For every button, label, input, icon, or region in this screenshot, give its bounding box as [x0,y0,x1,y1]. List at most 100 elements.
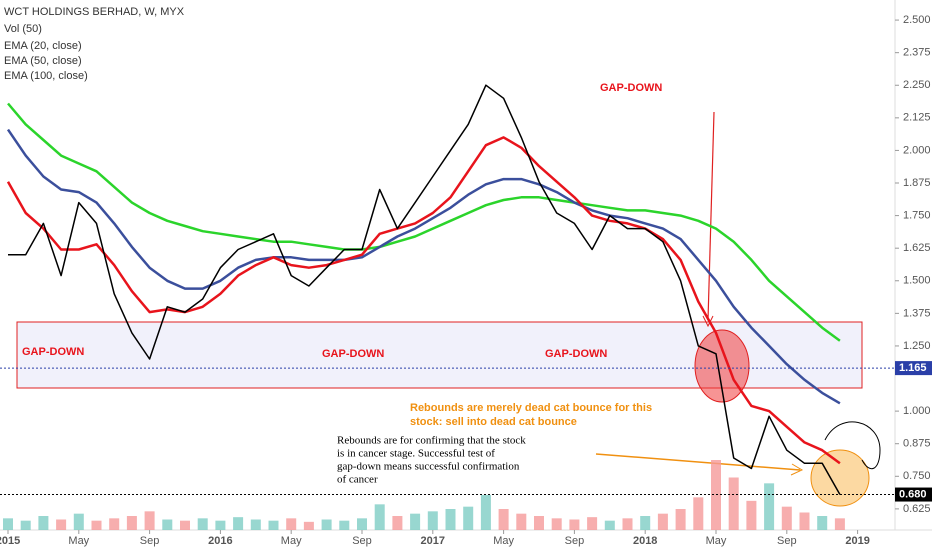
note-orange: stock: sell into dead cat bounce [410,416,577,428]
volume-bar [781,506,792,530]
volume-bar [215,520,226,530]
y-tick-label: 0.750 [903,470,931,482]
volume-bar [657,513,668,530]
volume-bar [498,509,509,530]
sketch-curve [824,421,881,470]
y-tick-label: 2.125 [903,112,931,124]
arrow [595,453,801,471]
note-black: Rebounds are for confirming that the sto… [337,435,526,447]
x-tick-label: May [281,535,302,547]
y-tick-label: 1.625 [903,242,931,254]
volume-bar [693,497,704,530]
ema-line [6,136,841,465]
volume-bar [516,513,527,530]
note-black: gap-down means successful confirmation [337,461,520,473]
x-tick-label: 2018 [633,535,657,547]
y-tick-label: 0.625 [903,503,931,515]
volume-bar [197,518,208,530]
y-tick-label: 1.875 [903,177,931,189]
volume-bar [339,520,350,530]
legend-entry: EMA (100, close) [4,70,88,82]
volume-bar [56,519,67,530]
price-tag [895,487,932,502]
volume-bar [3,518,13,530]
gap-label: GAP-DOWN [322,348,384,360]
volume-bar [746,500,757,530]
chart-title: WCT HOLDINGS BERHAD, W, MYX [4,6,185,18]
arrow-head [702,315,714,328]
legend-entry: EMA (20, close) [4,40,82,52]
gap-label: GAP-DOWN [545,348,607,360]
gap-label: GAP-DOWN [22,346,84,358]
volume-bar [728,477,739,530]
x-tick-label: May [68,535,89,547]
volume-bar [427,511,438,530]
ema-line [6,128,841,405]
x-tick-label: May [493,535,514,547]
ema-line [7,102,841,342]
volume-bar [834,518,845,530]
y-tick-label: 1.500 [903,275,931,287]
volume-bar [286,518,297,530]
x-tick-label: Sep [140,535,160,547]
volume-bar [569,519,580,530]
note-black: is in cancer stage. Successful test of [337,448,495,460]
volume-bar [250,519,261,530]
y-tick-label: 2.500 [903,14,931,26]
x-tick-label: Sep [352,535,372,547]
volume-bar [534,516,544,530]
volume-bar [551,518,562,530]
y-tick-label: 0.875 [903,438,931,450]
price-tag [895,361,932,376]
y-tick-label: 1.000 [903,405,931,417]
volume-bar [303,521,314,530]
volume-bar [126,516,137,530]
volume-bar [480,495,491,530]
volume-bar [817,516,828,530]
legend-volume: Vol (50) [4,23,42,35]
volume-bar [144,511,155,530]
volume-bar [109,518,120,530]
volume-bar [20,520,31,530]
volume-bar [38,516,49,530]
x-tick-label: Sep [565,535,585,547]
volume-bar [675,509,686,530]
volume-bar [321,519,332,530]
y-tick-label: 1.250 [903,340,931,352]
volume-bar [445,509,456,530]
y-tick-label: 1.375 [903,307,931,319]
volume-bar [91,520,102,530]
volume-bar [268,520,279,530]
volume-bar [410,513,421,530]
volume-bar [587,517,598,530]
volume-bar [233,517,244,530]
volume-bar [799,512,810,530]
gap-label: GAP-DOWN [600,82,662,94]
volume-bar [357,518,367,530]
legend-entry: EMA (50, close) [4,55,82,67]
price-tag-label: 0.680 [899,488,927,500]
volume-bar [73,513,84,530]
price-line [8,84,841,495]
x-tick-label: May [706,535,727,547]
volume-bar [463,506,474,530]
volume-bar [374,504,385,530]
y-tick-label: 1.750 [903,210,931,222]
x-tick-label: 2015 [0,535,20,547]
volume-bar [392,516,403,530]
x-tick-label: Sep [777,535,797,547]
volume-bar [764,483,775,530]
volume-bar [604,520,615,530]
arrow-head [790,463,804,476]
volume-bar [180,520,190,530]
y-tick-label: 2.000 [903,144,931,156]
volume-bar [640,516,651,530]
volume-bar [162,519,173,530]
note-orange: Rebounds are merely dead cat bounce for … [410,402,652,414]
y-tick-label: 2.250 [903,79,931,91]
price-tag-label: 1.165 [899,362,927,374]
note-black: of cancer [337,474,378,486]
y-tick-label: 2.375 [903,47,931,59]
